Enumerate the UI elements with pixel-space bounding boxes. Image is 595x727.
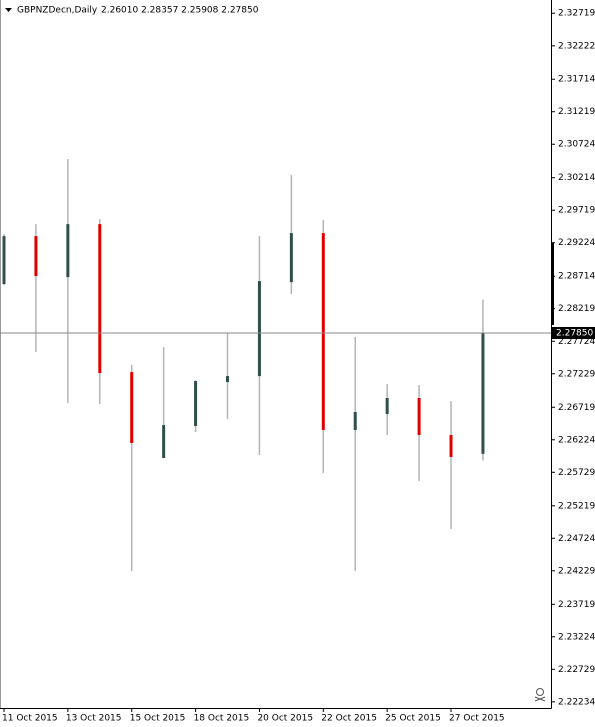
ohlc-label: 2.26010 2.28357 2.25908 2.27850 <box>101 6 259 16</box>
y-tick-label: 2.29719 <box>558 206 595 216</box>
y-tick-label: 2.24229 <box>558 566 595 576</box>
price-label: 2.27850 <box>556 328 593 338</box>
candle-body <box>98 224 102 374</box>
y-tick-label: 2.27229 <box>558 369 595 379</box>
candle-body <box>385 398 389 415</box>
candle-body <box>162 424 166 459</box>
y-tick-label: 2.30214 <box>558 173 595 183</box>
y-tick-label: 2.29224 <box>558 238 595 248</box>
candle-body <box>353 411 357 430</box>
skull-icon <box>534 688 546 702</box>
candle-body <box>194 381 198 426</box>
y-tick-label: 2.30724 <box>558 140 595 150</box>
x-tick-label: 18 Oct 2015 <box>194 714 250 724</box>
candle-body <box>481 332 485 454</box>
x-tick-label: 20 Oct 2015 <box>257 714 313 724</box>
candle-body <box>66 224 70 278</box>
y-tick-label: 2.32222 <box>558 41 595 51</box>
symbol-label: GBPNZDecn,Daily <box>17 6 98 16</box>
x-tick-label: 25 Oct 2015 <box>385 714 441 724</box>
y-tick-label: 2.22729 <box>558 665 595 675</box>
candle-body <box>321 233 325 430</box>
candle-body <box>417 398 421 435</box>
y-tick-label: 2.23719 <box>558 600 595 610</box>
x-tick-label: 27 Oct 2015 <box>449 714 505 724</box>
y-tick-label: 2.26224 <box>558 435 595 445</box>
x-tick-label: 13 Oct 2015 <box>66 714 122 724</box>
axis-marker <box>551 243 554 325</box>
y-tick-label: 2.25219 <box>558 501 595 511</box>
candle-body <box>226 376 230 383</box>
candle-body <box>2 236 6 285</box>
candle-body <box>130 372 134 443</box>
y-tick-label: 2.31219 <box>558 107 595 117</box>
candle-body <box>289 233 293 283</box>
y-tick-label: 2.25729 <box>558 468 595 478</box>
y-tick-label: 2.26719 <box>558 403 595 413</box>
price-label-box <box>552 326 595 339</box>
y-tick-label: 2.22234 <box>558 697 595 707</box>
candle-body <box>257 281 261 377</box>
y-tick-label: 2.23224 <box>558 632 595 642</box>
x-tick-label: 22 Oct 2015 <box>321 714 377 724</box>
candle-body <box>449 434 453 457</box>
x-tick-label: 15 Oct 2015 <box>130 714 186 724</box>
y-tick-label: 2.32719 <box>558 9 595 19</box>
x-tick-label: 11 Oct 2015 <box>2 714 58 724</box>
y-tick-label: 2.31714 <box>558 75 595 85</box>
menu-arrow <box>5 8 12 12</box>
y-tick-label: 2.24724 <box>558 534 595 544</box>
y-tick-label: 2.27724 <box>558 337 595 347</box>
candle-body <box>34 236 38 277</box>
y-tick-label: 2.28219 <box>558 304 595 314</box>
y-tick-label: 2.28714 <box>558 272 595 282</box>
